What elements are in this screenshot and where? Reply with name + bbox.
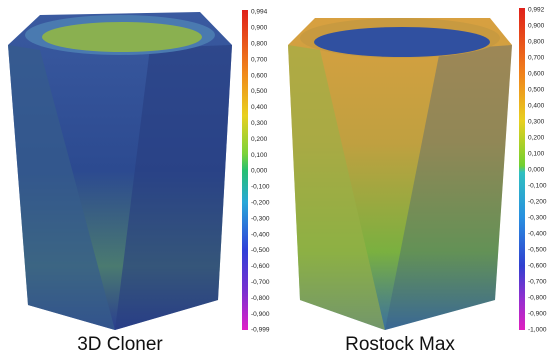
scale-label: 0,300	[251, 120, 268, 127]
scale-label: 0,200	[528, 135, 545, 142]
scale-label: -0,500	[528, 247, 547, 254]
scale-label: -0,999	[251, 327, 270, 334]
scale-label: -0,600	[528, 263, 547, 270]
scale-label: -0,800	[251, 295, 270, 302]
scale-label: -0,100	[528, 183, 547, 190]
scale-label: 0,500	[528, 87, 545, 94]
scale-label: 0,000	[528, 167, 545, 174]
caption: 3D Cloner	[77, 334, 163, 355]
scale-label: -0,700	[528, 279, 547, 286]
scan-3d-cloner	[8, 12, 232, 330]
scale-label: -0,200	[251, 200, 270, 207]
scale-label: -0,900	[528, 311, 547, 318]
scale-label: 0,992	[528, 7, 545, 14]
scale-label: 0,800	[251, 41, 268, 48]
scale-label: 0,700	[528, 55, 545, 62]
scale-label: 0,600	[251, 72, 268, 79]
scale-label: 0,100	[528, 151, 545, 158]
scale-label: 0,100	[251, 152, 268, 159]
scale-label: 0,200	[251, 136, 268, 143]
scale-label: -0,300	[251, 215, 270, 222]
color-scale	[242, 10, 248, 330]
scale-label: -0,700	[251, 279, 270, 286]
scale-label: 0,400	[528, 103, 545, 110]
scale-label: -0,800	[528, 295, 547, 302]
scale-label: 0,994	[251, 9, 268, 16]
scan-rostock-max	[288, 18, 512, 330]
scale-label: 0,400	[251, 104, 268, 111]
scale-label: 0,700	[251, 56, 268, 63]
color-scale	[519, 8, 525, 330]
caption: Rostock Max	[345, 334, 455, 355]
scale-label: -0,100	[251, 184, 270, 191]
scale-label: -0,400	[251, 231, 270, 238]
scale-label: 0,600	[528, 71, 545, 78]
scale-label: 0,500	[251, 88, 268, 95]
scale-label: -0,900	[251, 311, 270, 318]
scale-label: -0,300	[528, 215, 547, 222]
scale-label: 0,300	[528, 119, 545, 126]
scale-label: -0,400	[528, 231, 547, 238]
scale-label: 0,800	[528, 39, 545, 46]
scale-label: 0,000	[251, 168, 268, 175]
scale-label: -0,200	[528, 199, 547, 206]
scale-label: 0,900	[528, 23, 545, 30]
scale-label: -0,600	[251, 263, 270, 270]
scale-label: -0,500	[251, 247, 270, 254]
figure: 3D Cloner 0,994 0,900 0,800 0,700 0,600 0,500 0…	[0, 0, 553, 356]
scale-label: -1,000	[528, 327, 547, 334]
scale-label: 0,900	[251, 25, 268, 32]
